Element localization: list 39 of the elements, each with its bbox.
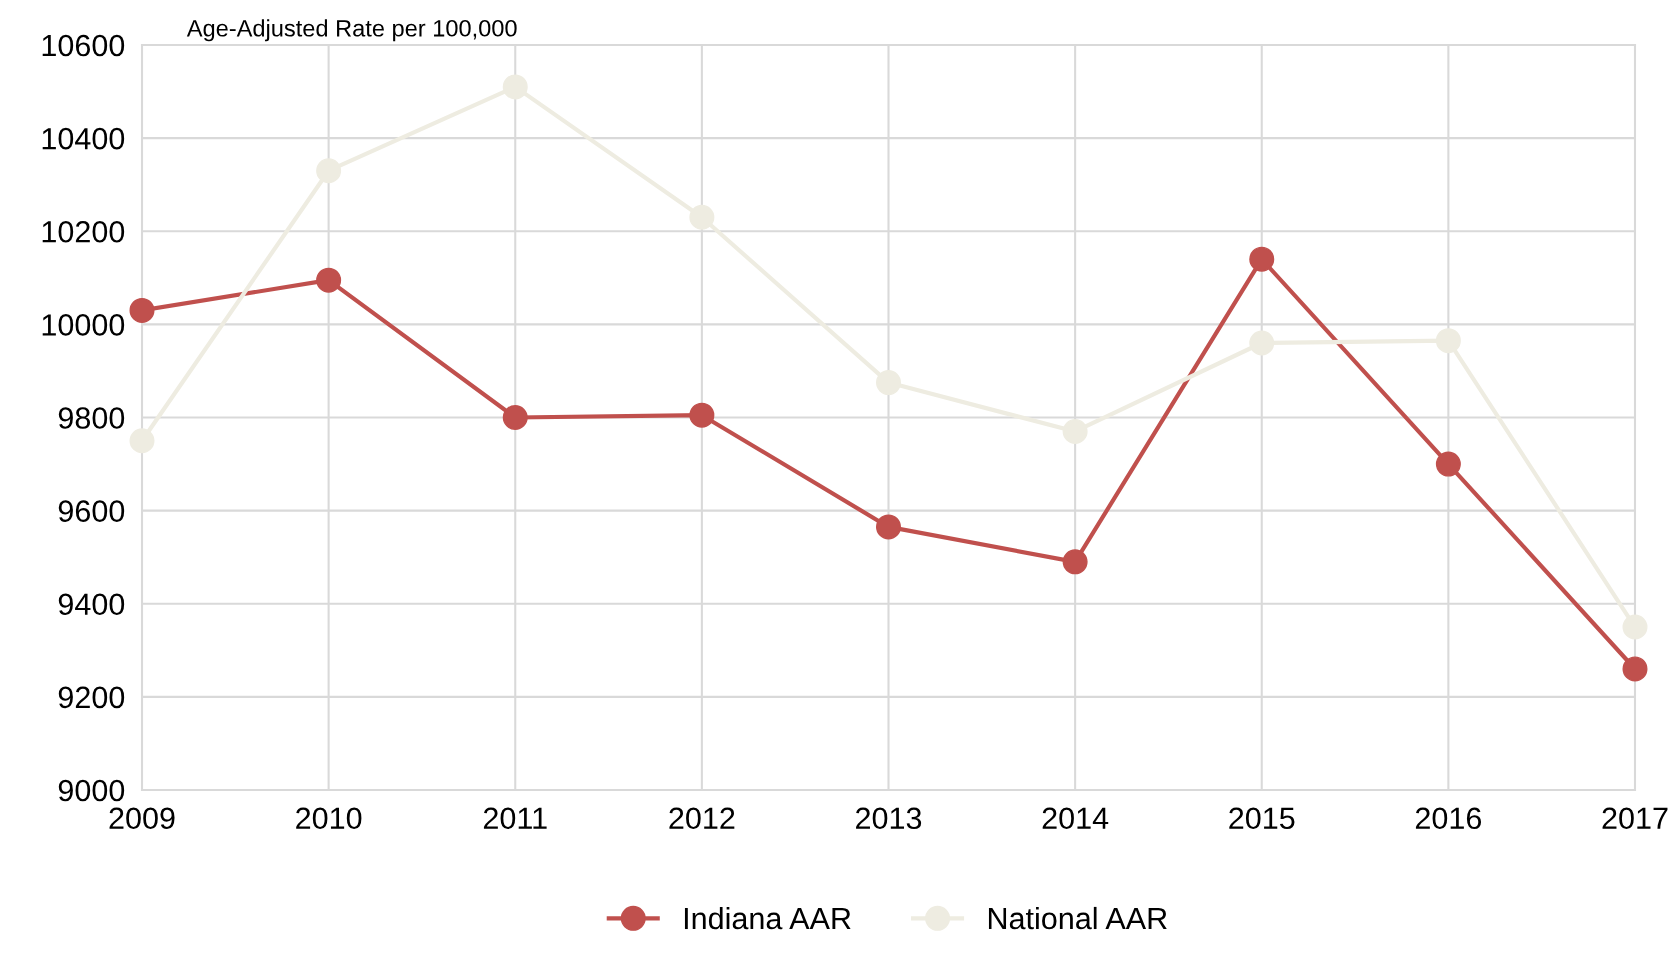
- y-tick-label: 10000: [42, 314, 125, 336]
- x-tick-label: 2016: [1415, 807, 1482, 830]
- point: [316, 158, 342, 184]
- x-tick-label: 2014: [1042, 807, 1109, 830]
- y-tick-label: 9800: [58, 407, 125, 429]
- point: [502, 74, 528, 100]
- point: [1249, 246, 1275, 272]
- x-tick-label: 2013: [856, 807, 922, 830]
- legend-label: Indiana AAR: [684, 906, 851, 930]
- point: [1622, 614, 1648, 640]
- y-tick-label: 10400: [42, 127, 125, 150]
- point: [502, 404, 528, 431]
- point: [689, 402, 715, 428]
- point: [1622, 656, 1648, 682]
- point: [1062, 418, 1088, 444]
- x-tick-label: 2012: [669, 807, 735, 830]
- point: [1249, 330, 1275, 356]
- point: [1435, 328, 1461, 354]
- y-tick-label: 9000: [58, 779, 125, 802]
- point: [1062, 549, 1088, 575]
- point: [1435, 451, 1461, 477]
- x-tick-label: 2015: [1229, 807, 1295, 830]
- point: [129, 428, 155, 454]
- point: [875, 370, 902, 396]
- point: [316, 267, 342, 293]
- point: [875, 514, 902, 540]
- x-tick-label: 2017: [1602, 807, 1668, 830]
- y-tick-label: 10200: [42, 220, 125, 243]
- y-tick-label: 9600: [58, 500, 125, 522]
- y-axis-title: Age-Adjusted Rate per 100,000: [186, 19, 517, 42]
- y-tick-label: 9200: [58, 686, 125, 709]
- point: [129, 297, 155, 323]
- y-tick-label: 9400: [58, 593, 125, 616]
- legend-label: National AAR: [988, 906, 1167, 930]
- y-tick-label: 10600: [42, 34, 125, 57]
- x-tick-label: 2011: [483, 807, 547, 830]
- x-tick-label: 2009: [109, 807, 175, 830]
- x-tick-label: 2010: [296, 807, 362, 830]
- point: [689, 204, 715, 230]
